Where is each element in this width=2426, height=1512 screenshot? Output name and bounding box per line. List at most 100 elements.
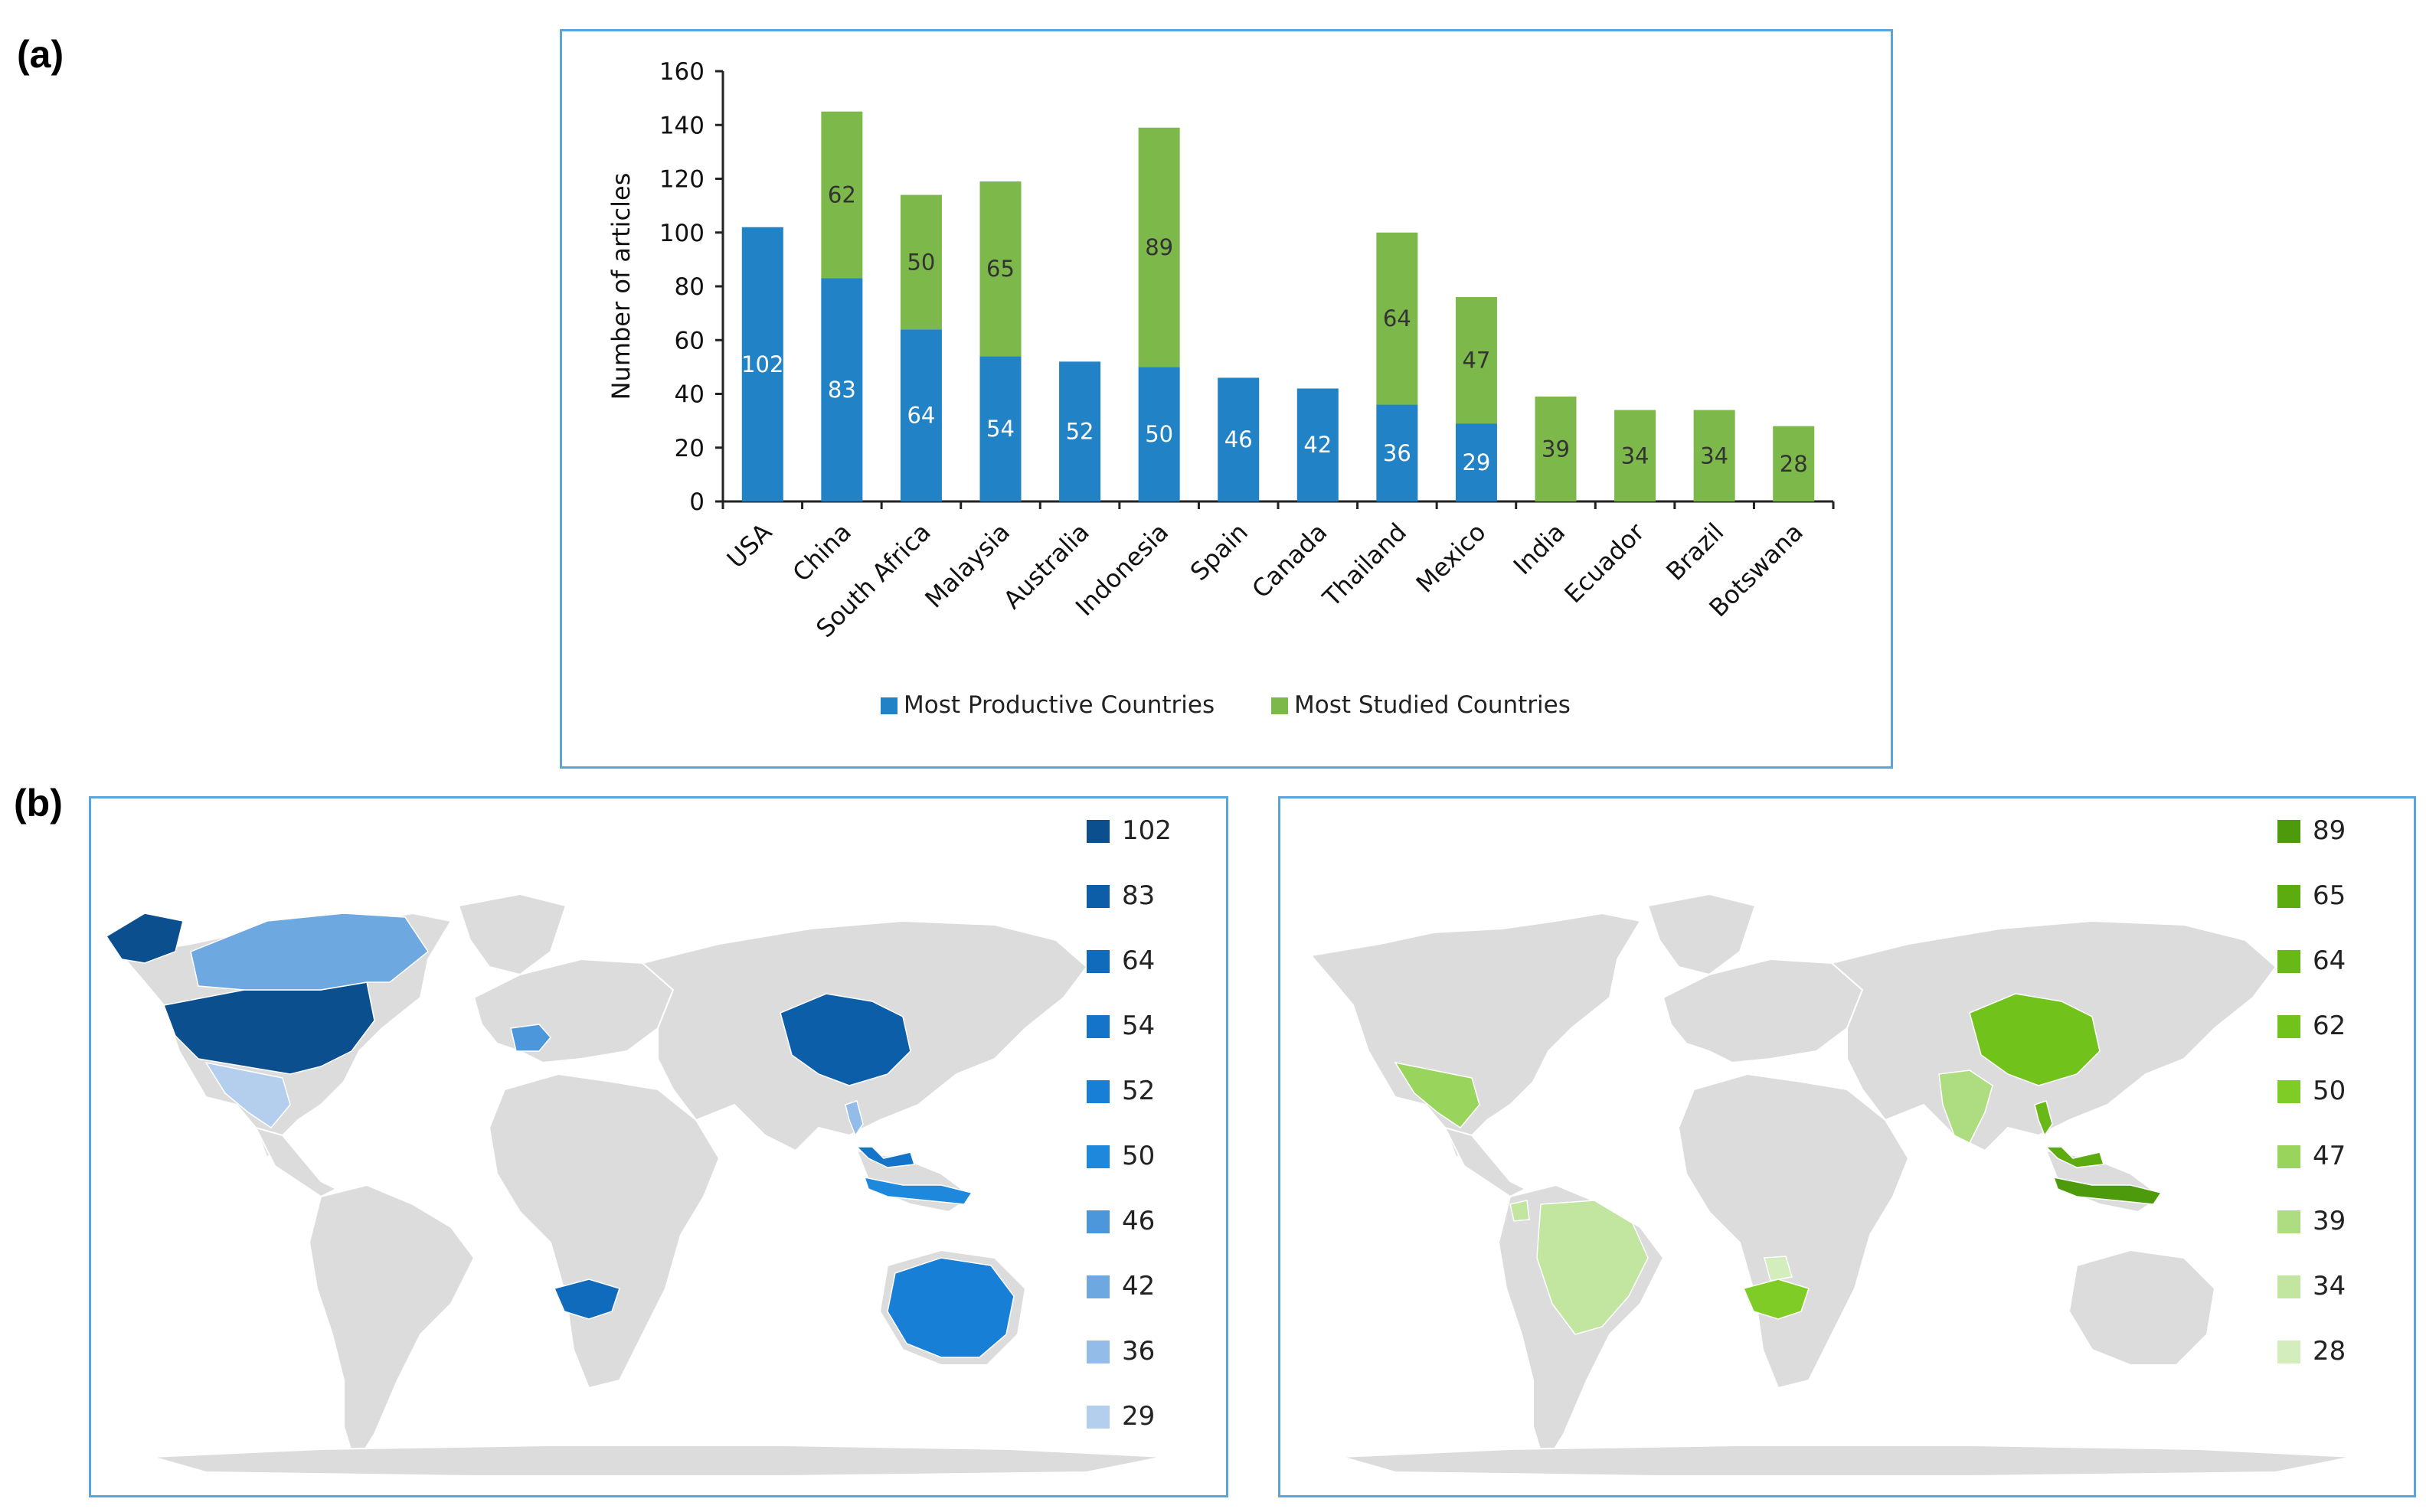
land-centralAmerica [254, 1126, 338, 1198]
land-africa [488, 1073, 721, 1390]
x-tick-label: India [1508, 518, 1571, 580]
legend-label: 28 [2313, 1336, 2346, 1367]
bar-studied [1773, 426, 1815, 501]
data-label-studied: 28 [1780, 451, 1808, 477]
legend-swatch [2277, 1145, 2300, 1168]
bar-productive [1376, 404, 1418, 501]
x-tick-label: USA [721, 518, 778, 574]
x-tick-label: Thailand [1316, 518, 1412, 613]
legend-swatch [2277, 950, 2300, 973]
data-label-productive: 64 [907, 403, 935, 429]
legend-label: 34 [2313, 1271, 2346, 1301]
country-thailand [845, 1100, 864, 1137]
legend-swatch [1087, 950, 1110, 973]
bar-studied [1693, 410, 1735, 501]
legend-label: 83 [1122, 880, 1156, 911]
y-axis-label: Number of articles [606, 173, 636, 400]
legend-swatch [2277, 1015, 2300, 1038]
data-label-productive: 42 [1303, 432, 1332, 458]
legend-label: 39 [2313, 1206, 2346, 1236]
bar-studied [1138, 127, 1180, 367]
country-alaska [105, 913, 184, 964]
country-malaysia [2045, 1146, 2104, 1168]
data-label-studied: 65 [986, 256, 1015, 282]
bar-studied [821, 111, 863, 279]
country-china [780, 993, 911, 1086]
y-tick-label: 160 [659, 58, 705, 86]
x-tick-label: China [787, 518, 858, 588]
land-europe [472, 958, 675, 1064]
country-canada [190, 913, 430, 991]
bar-studied [1455, 297, 1497, 424]
legend-swatch [2277, 1210, 2300, 1233]
legend-label: 89 [2313, 815, 2346, 846]
legend-swatch [2277, 1275, 2300, 1298]
world-map-studied [1309, 893, 2353, 1477]
bar-studied [1535, 397, 1577, 501]
country-malaysia [855, 1146, 915, 1168]
legend-swatch [1087, 885, 1110, 908]
legend-swatch [2277, 1341, 2300, 1363]
land-greenland [1646, 893, 1757, 976]
bar-productive [741, 227, 783, 501]
bar-productive [1138, 367, 1180, 501]
legend-swatch [1087, 1210, 1110, 1233]
panel-label-a: (a) [17, 33, 64, 76]
legend-label: 50 [1122, 1141, 1156, 1171]
bar-studied [1614, 410, 1656, 501]
land-greenland [457, 893, 567, 976]
panel-label-b: (b) [14, 782, 63, 825]
bar-productive [1059, 361, 1101, 501]
map-studied-panel: 89 65 64 62 50 47 39 34 28 [1278, 796, 2416, 1497]
data-label-productive: 50 [1145, 421, 1173, 447]
legend-label: 52 [1122, 1076, 1156, 1106]
y-tick-label: 140 [659, 112, 705, 139]
country-indonesia [863, 1177, 973, 1205]
legend-swatch [1087, 1341, 1110, 1363]
land-antarctica [1341, 1445, 2353, 1477]
y-tick-label: 20 [675, 435, 705, 462]
data-label-productive: 29 [1462, 449, 1490, 475]
legend-label: 62 [2313, 1011, 2346, 1041]
country-brazil [1536, 1200, 1649, 1335]
bar-productive [1218, 377, 1260, 501]
data-label-productive: 102 [741, 351, 783, 377]
y-tick-label: 120 [659, 166, 705, 194]
data-label-productive: 36 [1383, 440, 1411, 466]
legend-swatch [1087, 1406, 1110, 1429]
data-label-productive: 52 [1066, 419, 1094, 445]
map-productive-panel: 102 83 64 54 52 50 46 42 36 29 [89, 796, 1228, 1497]
country-indonesia [2052, 1177, 2163, 1205]
bar-studied [979, 181, 1022, 357]
country-thailand [2034, 1100, 2053, 1137]
data-label-studied: 34 [1700, 442, 1728, 469]
x-tick-label: Mexico [1411, 518, 1492, 599]
legend-label: 46 [1122, 1206, 1156, 1236]
data-label-studied: 64 [1383, 305, 1411, 331]
data-label-studied: 89 [1145, 234, 1173, 260]
country-south-africa [1742, 1279, 1810, 1320]
legend-label: 36 [1122, 1336, 1156, 1367]
data-label-studied: 47 [1462, 348, 1490, 374]
country-spain [510, 1024, 551, 1052]
bar-productive [979, 356, 1022, 501]
legend-label: Most Productive Countries [904, 691, 1215, 719]
data-label-studied: 50 [907, 249, 935, 275]
country-mexico [1394, 1061, 1480, 1128]
x-tick-label: Ecuador [1558, 517, 1650, 609]
y-tick-label: 80 [675, 273, 705, 301]
x-tick-label: Spain [1185, 518, 1254, 586]
legend-label: Most Studied Countries [1294, 691, 1571, 719]
legend-swatch [881, 697, 897, 714]
country-mexico [204, 1061, 291, 1128]
y-tick-label: 0 [689, 488, 705, 516]
x-tick-label: Brazil [1660, 518, 1729, 586]
legend-swatch [1087, 1080, 1110, 1103]
legend-label: 42 [1122, 1271, 1156, 1301]
data-label-productive: 46 [1224, 426, 1253, 452]
y-tick-label: 40 [675, 381, 705, 409]
legend-label: 47 [2313, 1141, 2346, 1171]
bar-productive [821, 278, 863, 501]
legend-swatch [1087, 820, 1110, 843]
legend-label: 54 [1122, 1011, 1156, 1041]
